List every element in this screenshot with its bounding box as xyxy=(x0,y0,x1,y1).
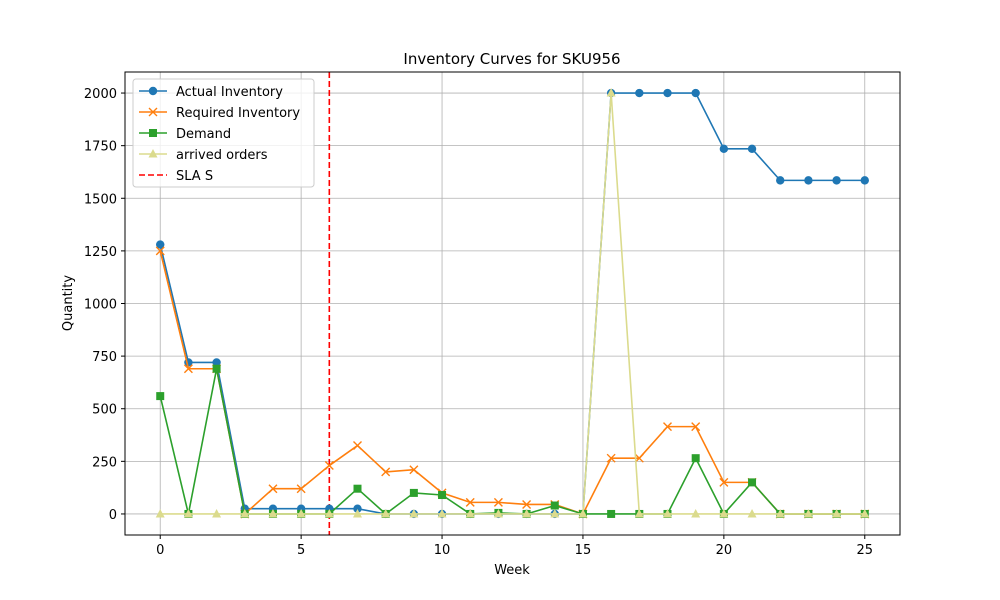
data-point xyxy=(296,508,306,518)
data-point xyxy=(747,144,757,154)
data-point xyxy=(550,501,559,510)
x-tick-label: 5 xyxy=(297,543,305,558)
y-tick-label: 2000 xyxy=(84,87,117,102)
data-point xyxy=(634,453,644,463)
data-point xyxy=(550,508,560,518)
data-point xyxy=(212,358,221,367)
data-point xyxy=(748,478,757,487)
data-point xyxy=(663,422,672,432)
data-point xyxy=(409,488,418,497)
legend-marker xyxy=(149,129,157,137)
data-point xyxy=(155,508,165,518)
data-point xyxy=(719,144,729,154)
series-line xyxy=(160,92,865,515)
y-tick-label: 1250 xyxy=(84,245,117,260)
data-point xyxy=(635,88,644,98)
data-point xyxy=(353,508,362,518)
y-tick-label: 1500 xyxy=(84,192,117,207)
x-tick-label: 15 xyxy=(575,543,592,558)
data-point xyxy=(634,508,644,518)
data-point xyxy=(183,364,193,374)
data-point xyxy=(832,508,842,518)
data-point xyxy=(775,508,785,518)
legend-label: arrived orders xyxy=(176,148,268,163)
data-point xyxy=(381,508,391,518)
data-point xyxy=(832,176,841,185)
legend-box xyxy=(132,78,315,188)
data-point xyxy=(606,453,616,463)
data-point xyxy=(606,88,616,97)
data-point xyxy=(691,508,701,518)
data-point xyxy=(212,364,221,373)
data-point xyxy=(522,508,532,518)
legend: Actual Inventory Required Inventory Demand… xyxy=(132,78,315,188)
data-point xyxy=(353,504,362,513)
data-point xyxy=(156,240,165,249)
data-point xyxy=(155,246,165,256)
data-point xyxy=(776,176,785,185)
data-point xyxy=(803,508,813,518)
legend-label: Demand xyxy=(176,127,231,142)
data-point xyxy=(663,508,672,518)
data-point xyxy=(268,484,278,494)
data-point xyxy=(438,491,447,500)
x-tick-label: 25 xyxy=(856,543,873,558)
legend-marker xyxy=(148,107,158,117)
data-point xyxy=(607,509,616,518)
y-tick-label: 250 xyxy=(92,455,117,470)
data-point xyxy=(578,508,588,518)
y-tick-label: 1750 xyxy=(84,140,117,155)
data-point xyxy=(183,508,193,518)
series-layer xyxy=(155,88,870,519)
data-point xyxy=(465,497,475,507)
chart-title: Inventory Curves for SKU956 xyxy=(403,50,620,68)
data-point xyxy=(522,499,532,509)
data-point xyxy=(353,484,362,493)
data-point xyxy=(240,508,250,518)
data-point xyxy=(353,441,362,451)
grid xyxy=(125,72,900,535)
series-line xyxy=(159,250,865,516)
data-point xyxy=(493,497,503,507)
legend-label: Actual Inventory xyxy=(176,85,283,100)
legend-marker xyxy=(148,86,158,96)
data-point xyxy=(860,508,870,518)
data-point xyxy=(691,88,700,98)
data-point xyxy=(860,176,869,185)
x-axis-label: Week xyxy=(494,563,530,578)
legend-label: Required Inventory xyxy=(176,106,300,121)
data-point xyxy=(747,508,757,518)
data-point xyxy=(409,508,419,518)
data-point xyxy=(324,508,334,518)
data-point xyxy=(691,422,701,432)
y-tick-label: 750 xyxy=(92,350,117,365)
data-point xyxy=(719,477,729,487)
y-tick-label: 500 xyxy=(92,403,117,418)
data-point xyxy=(804,176,813,185)
data-point xyxy=(465,508,475,518)
y-tick-label: 1000 xyxy=(84,298,117,313)
legend-label: SLA S xyxy=(176,169,213,184)
y-tick-label: 0 xyxy=(109,508,117,523)
series-3 xyxy=(155,88,870,518)
data-point xyxy=(409,465,419,475)
data-point xyxy=(719,508,729,518)
x-tick-label: 10 xyxy=(434,543,451,558)
data-point xyxy=(381,467,391,477)
data-point xyxy=(663,88,672,98)
data-point xyxy=(324,461,334,471)
x-tick-label: 20 xyxy=(716,543,733,558)
data-point xyxy=(437,508,447,518)
x-tick-label: 0 xyxy=(156,543,164,558)
data-point xyxy=(212,508,222,518)
data-point xyxy=(493,508,503,518)
data-point xyxy=(296,484,306,494)
data-point xyxy=(268,508,278,518)
data-point xyxy=(691,454,700,463)
data-point xyxy=(156,392,165,401)
y-axis-label: Quantity xyxy=(61,275,76,331)
legend-marker xyxy=(148,149,158,158)
